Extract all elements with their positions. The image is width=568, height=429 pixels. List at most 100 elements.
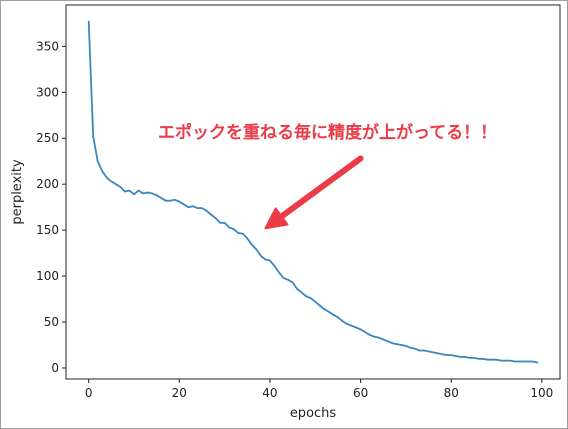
data-point (228, 226, 231, 229)
data-point (219, 221, 222, 224)
data-point (260, 255, 262, 257)
data-point (468, 357, 471, 359)
data-point (531, 360, 534, 363)
data-point (377, 336, 380, 339)
data-point (527, 360, 530, 363)
data-point (522, 360, 525, 363)
data-point (160, 197, 163, 199)
data-point (346, 323, 348, 325)
data-point (513, 360, 516, 363)
data-point (96, 160, 99, 163)
y-axis-ticks: 0 50 100 150 200 250 300 350 (36, 39, 66, 375)
annotation-text: エポックを重ねる毎に精度が上がってる！！ (158, 123, 498, 143)
data-point (355, 326, 357, 329)
data-point (395, 343, 398, 345)
data-point (155, 194, 158, 197)
data-point (477, 357, 480, 360)
data-point (115, 183, 117, 186)
data-point (119, 186, 122, 188)
y-tick-label: 350 (36, 39, 59, 53)
data-point (205, 209, 208, 212)
data-point (518, 360, 521, 363)
data-point (436, 352, 439, 355)
data-point (124, 190, 126, 193)
data-point (110, 180, 113, 183)
y-tick-label: 50 (44, 315, 59, 329)
data-point (305, 295, 308, 298)
data-point (178, 200, 181, 203)
data-point (196, 207, 199, 210)
data-point (210, 213, 212, 216)
data-point (414, 347, 416, 350)
data-point (187, 206, 190, 209)
data-point (364, 331, 366, 333)
arrow-shaft (278, 155, 364, 220)
data-point (432, 351, 434, 354)
data-point (269, 259, 271, 262)
data-point (300, 291, 303, 294)
data-point (409, 346, 412, 349)
data-point (128, 189, 131, 192)
data-point (536, 361, 539, 364)
y-tick-label: 100 (36, 269, 59, 283)
data-point (450, 354, 453, 356)
data-point (92, 135, 95, 138)
x-axis-ticks: 0 20 40 60 80 100 (85, 379, 553, 400)
data-point (278, 271, 280, 274)
data-point (332, 313, 335, 316)
x-tick-label: 40 (262, 386, 277, 400)
y-axis-label: perplexity (10, 159, 25, 225)
data-point (287, 278, 289, 281)
data-point (427, 350, 430, 353)
data-point (142, 192, 144, 195)
data-point (182, 203, 185, 206)
data-point (482, 357, 484, 360)
data-point (486, 358, 489, 361)
data-point (173, 198, 176, 201)
data-point (169, 199, 172, 202)
y-tick-label: 150 (36, 223, 59, 237)
annotation-arrow (264, 155, 364, 230)
data-point (368, 334, 371, 336)
data-point (405, 345, 407, 347)
data-point (192, 205, 194, 208)
y-tick-label: 200 (36, 177, 59, 191)
data-point (105, 176, 108, 179)
data-point (323, 308, 326, 311)
data-point (441, 353, 444, 356)
perplexity-line (87, 21, 538, 364)
data-point (495, 358, 498, 361)
data-point (350, 324, 353, 327)
data-point (500, 359, 502, 362)
data-point (201, 207, 203, 210)
data-point (400, 344, 403, 346)
data-point (101, 170, 104, 173)
data-point (246, 237, 249, 240)
data-point (504, 359, 507, 362)
data-point (237, 232, 240, 234)
data-point (318, 304, 321, 307)
data-point (359, 328, 362, 331)
x-tick-label: 0 (85, 386, 93, 400)
plot-area (65, 4, 561, 380)
data-point (223, 221, 226, 224)
data-point (164, 199, 167, 202)
data-point (391, 342, 394, 345)
data-point (250, 243, 253, 246)
data-point (328, 311, 330, 313)
arrow-head (264, 207, 289, 230)
data-point (463, 356, 466, 358)
data-point (373, 335, 376, 338)
y-tick-label: 0 (51, 361, 59, 375)
data-point (273, 265, 276, 267)
data-point (137, 189, 140, 192)
data-point (255, 248, 258, 251)
data-point (241, 232, 244, 235)
data-point (133, 193, 135, 196)
data-point (309, 297, 312, 299)
x-tick-label: 80 (444, 386, 459, 400)
x-tick-label: 20 (172, 386, 187, 400)
data-point (386, 340, 389, 343)
data-point (314, 300, 317, 303)
